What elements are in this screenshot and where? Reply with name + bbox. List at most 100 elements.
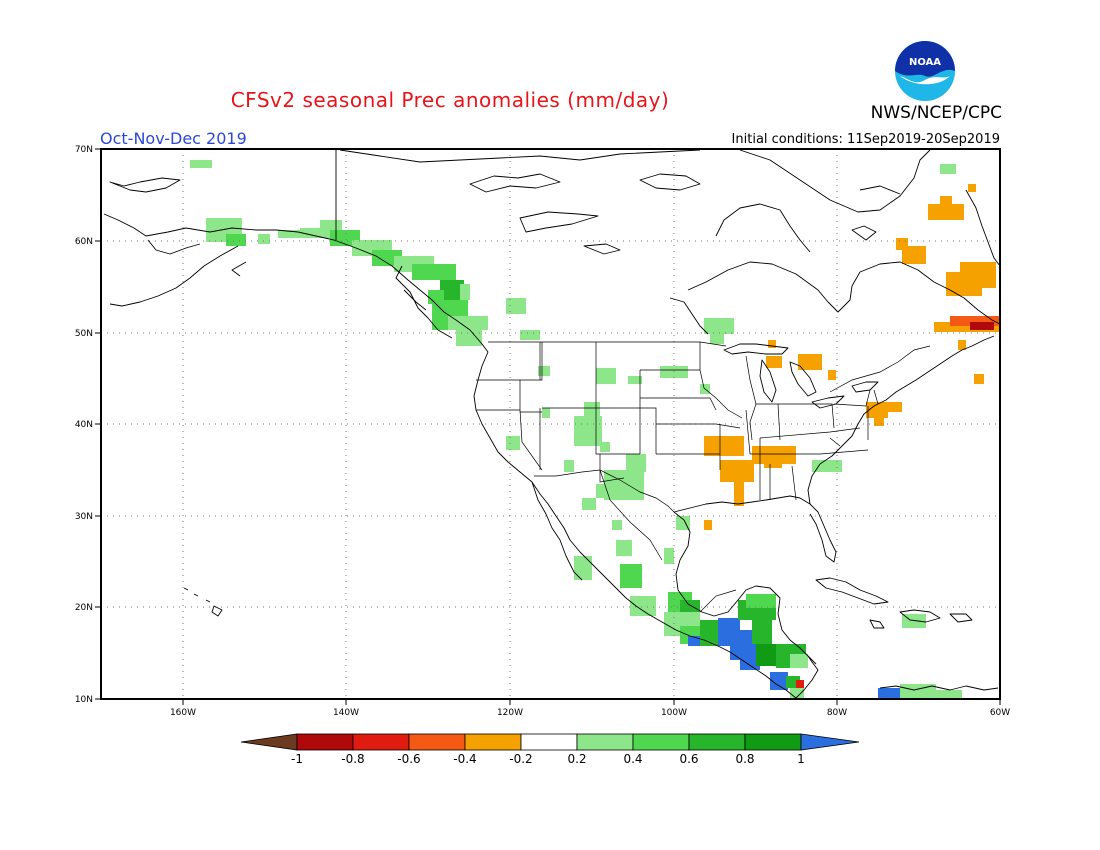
anomaly-cell: [596, 368, 616, 384]
anomaly-cell: [456, 330, 482, 346]
anomaly-cell: [764, 456, 782, 468]
anomaly-cell: [448, 316, 488, 330]
anomaly-cell: [582, 498, 596, 510]
anomaly-cell: [770, 672, 788, 690]
colorbar-label: -0.6: [397, 752, 420, 766]
lat-tick-label: 10N: [75, 695, 93, 705]
anomaly-cell: [752, 618, 772, 644]
anomaly-cell: [574, 556, 592, 580]
colorbar-label: 0.6: [679, 752, 698, 766]
anomaly-cell: [746, 594, 776, 608]
colorbar-label: 0.2: [567, 752, 586, 766]
colorbar: -1 -0.8 -0.6 -0.4 -0.2 0.2 0.4 0.6 0.8 1: [240, 733, 860, 766]
lon-tick-labels: 160W 140W 120W 100W 80W 60W: [170, 708, 1010, 718]
anomaly-cell: [798, 354, 822, 370]
anomaly-cell: [584, 402, 600, 418]
anomaly-cell: [768, 340, 776, 348]
anomaly-cell: [958, 340, 966, 350]
anomaly-cell: [704, 436, 744, 456]
anomaly-cell: [412, 264, 456, 280]
anomaly-cell: [710, 334, 724, 344]
anomaly-cell: [278, 230, 300, 238]
colorbar-label: 0.4: [623, 752, 642, 766]
anomaly-cell: [974, 374, 984, 384]
lat-tick-label: 60N: [75, 237, 93, 247]
anomaly-cell: [542, 408, 550, 418]
anomaly-cell: [888, 402, 902, 412]
colorbar-swatch-3: [408, 733, 466, 751]
anomaly-cell: [790, 688, 804, 699]
initial-conditions: Initial conditions: 11Sep2019-20Sep2019: [731, 132, 1000, 147]
anomaly-cell: [688, 636, 704, 646]
anomaly-cell: [720, 460, 754, 482]
anomaly-cell: [796, 680, 804, 688]
map-title: CFSv2 seasonal Prec anomalies (mm/day): [230, 88, 670, 112]
anomaly-cell: [612, 520, 622, 530]
colorbar-swatch-8: [688, 733, 746, 751]
anomaly-cell: [460, 284, 470, 300]
colorbar-swatch-6: [576, 733, 634, 751]
anomaly-cell: [934, 322, 1000, 332]
anomaly-cell: [506, 436, 520, 450]
anomaly-cell: [766, 356, 782, 368]
anomaly-cell: [940, 196, 952, 208]
anomaly-cell: [900, 684, 936, 699]
lat-tick-label: 30N: [75, 512, 93, 522]
lon-tick-label: 160W: [170, 708, 196, 718]
colorbar-swatch-1: [296, 733, 354, 751]
lat-tick-label: 70N: [75, 145, 93, 155]
anomaly-cell: [756, 644, 780, 666]
forecast-period: Oct-Nov-Dec 2019: [100, 129, 247, 148]
lon-tick-label: 140W: [333, 708, 359, 718]
lon-tick-label: 100W: [661, 708, 687, 718]
anomaly-cell: [928, 204, 964, 220]
anomaly-cell: [628, 376, 642, 384]
lon-tick-label: 80W: [827, 708, 847, 718]
anomaly-cell: [704, 318, 734, 334]
lon-tick-label: 120W: [497, 708, 523, 718]
political-borders: [476, 341, 931, 613]
anomaly-cell: [190, 160, 212, 168]
colorbar-swatch-2: [352, 733, 410, 751]
anomaly-cell: [538, 366, 550, 376]
anomaly-cell: [874, 416, 884, 426]
anomaly-cell: [902, 614, 926, 628]
noaa-logo: NOAA: [895, 41, 955, 101]
anomaly-cell: [630, 596, 656, 616]
anomaly-cell: [902, 246, 926, 264]
colorbar-swatch-10: [800, 733, 860, 751]
anomaly-cell: [790, 654, 808, 668]
anomaly-cell: [620, 564, 642, 588]
anomaly-cell: [520, 330, 540, 340]
colorbar-label: -0.8: [341, 752, 364, 766]
anomaly-cell: [600, 442, 610, 452]
anomaly-cell: [752, 446, 796, 464]
anomaly-cell: [258, 234, 270, 244]
anomaly-cell: [734, 478, 744, 506]
map-background: [101, 149, 1000, 699]
lon-tick-label: 60W: [990, 708, 1010, 718]
colorbar-swatch-7: [632, 733, 690, 751]
anomaly-cells: [190, 160, 1000, 699]
anomaly-cell: [960, 262, 996, 288]
anomaly-cell: [936, 690, 962, 699]
anomaly-cell: [940, 164, 956, 174]
anomaly-cell: [626, 454, 646, 472]
anomaly-cell: [866, 402, 888, 418]
colorbar-label: -0.2: [509, 752, 532, 766]
anomaly-cell: [574, 416, 602, 446]
anomaly-cell: [506, 298, 526, 314]
anomaly-cell: [970, 322, 994, 330]
lat-tick-label: 40N: [75, 420, 93, 430]
anomaly-cell: [828, 370, 836, 380]
colorbar-label: -0.4: [453, 752, 476, 766]
lat-tick-label: 20N: [75, 603, 93, 613]
lat-tick-label: 50N: [75, 329, 93, 339]
colorbar-swatch-5: [520, 733, 578, 751]
colorbar-label: -1: [291, 752, 303, 766]
anomaly-cell: [300, 228, 330, 238]
lat-tick-labels: 10N 20N 30N 40N 50N 60N 70N: [75, 145, 93, 705]
anomaly-cell: [950, 316, 1000, 326]
axis-ticks: [95, 148, 1001, 705]
